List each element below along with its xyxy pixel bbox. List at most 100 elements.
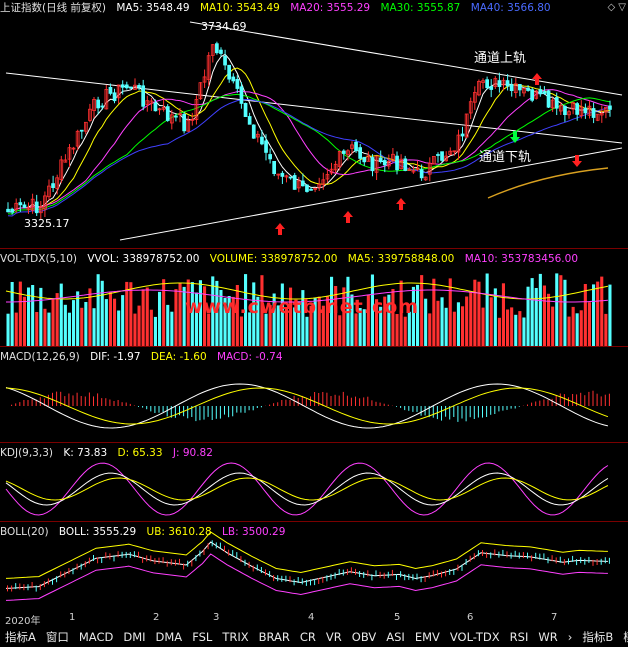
candle-body [305,184,309,192]
volume-bar [27,287,31,346]
macd-chart[interactable] [0,349,628,442]
tab-dmi[interactable]: DMI [123,630,146,644]
tab-template[interactable]: 模 [618,628,628,647]
candle-body [587,105,592,116]
ma-line [7,98,611,217]
macd-bar [461,406,463,419]
tab-vol-tdx[interactable]: VOL-TDX [449,630,500,644]
tab-trix[interactable]: TRIX [222,630,249,644]
candle-body [108,87,113,94]
candle-body [79,129,84,132]
tab-fsl[interactable]: FSL [192,630,213,644]
macd-bar [371,400,373,406]
volume-legend: VOL-TDX(5,10) VVOL: 338978752.00 VOLUME:… [0,251,628,267]
candle-body [530,89,535,101]
macd-bar [428,406,430,418]
tab-more-arrow[interactable]: › [567,630,573,644]
kline-chart[interactable] [0,0,628,248]
macd-bar [379,402,381,406]
volume-bar [108,291,112,346]
candle-body [22,204,27,208]
candle-body [489,86,494,90]
candle-body [485,79,490,88]
macd-bar [273,403,275,406]
volume-bar [141,289,145,346]
low-price-label: 3325.17 [24,217,70,230]
tab-cr[interactable]: CR [299,630,316,644]
tab-indicator-a[interactable]: 指标A [5,630,36,644]
macd-bar [592,390,594,406]
macd-bar [232,406,234,417]
tab-obv[interactable]: OBV [351,630,377,644]
macd-bar [43,398,45,406]
candle-body [223,55,227,66]
j-line [5,462,609,516]
d-line [5,477,609,501]
macd-bar [453,406,455,417]
boll-panel[interactable]: BOLL(20) BOLL: 3555.29 UB: 3610.28 LB: 3… [0,524,628,612]
tab-dma[interactable]: DMA [155,630,183,644]
volume-bar [92,308,96,346]
tab-asi[interactable]: ASI [386,630,405,644]
macd-bar [359,398,361,406]
volume-bar [501,283,505,346]
candle-body [43,195,47,210]
macd-bar [219,406,221,419]
candle-body [190,119,195,121]
volume-bar [571,306,575,346]
candle-body [395,155,399,171]
candle-body [567,111,571,116]
macd-bar [23,400,25,406]
volume-bar [252,282,256,346]
tab-wr[interactable]: WR [538,630,558,644]
macd-bar [363,397,365,406]
boll-chart[interactable] [0,524,628,612]
candle-body [579,106,584,116]
tab-emv[interactable]: EMV [414,630,440,644]
candle-body [84,121,88,132]
kdj-chart[interactable] [0,445,628,521]
macd-bar [199,406,201,421]
candle-body [268,154,273,160]
boll-legend: BOLL(20) BOLL: 3555.29 UB: 3610.28 LB: 3… [0,524,628,540]
macd-bar [600,396,602,406]
kdj-panel[interactable]: KDJ(9,3,3) K: 73.83 D: 65.33 J: 90.82 [0,445,628,521]
boll-mid-line [5,541,608,589]
candle-body [100,105,105,108]
macd-bar [68,393,70,406]
volume-bar [39,287,43,346]
macd-bar [207,406,209,417]
tab-brar[interactable]: BRAR [258,630,290,644]
tab-indicator-b[interactable]: 指标B [582,630,614,644]
kline-panel[interactable]: 上证指数(日线 前复权) MA5: 3548.49 MA10: 3543.49 … [0,0,628,248]
volume-chart[interactable] [0,251,628,346]
candle-body [251,124,256,139]
candle-body [149,100,154,104]
macd-bar [97,393,99,406]
volume-bar [219,290,223,346]
candle-body [411,170,416,173]
macd-bar [93,396,94,406]
volume-bar [117,310,121,346]
volume-bar [313,298,317,346]
volume-bar [153,316,157,346]
volume-bar [346,276,350,346]
tab-macd[interactable]: MACD [78,630,114,644]
macd-panel[interactable]: MACD(12,26,9) DIF: -1.97 DEA: -1.60 MACD… [0,349,628,442]
macd-bar [334,394,336,406]
tab-rsi[interactable]: RSI [509,630,529,644]
macd-bar [146,406,148,410]
macd-bar [191,406,193,417]
macd-legend: MACD(12,26,9) DIF: -1.97 DEA: -1.60 MACD… [0,349,628,365]
candle-body [534,90,539,99]
volume-bar [182,286,186,346]
volume-bar [248,312,252,346]
ma-line-long [487,167,609,199]
volume-bar [510,307,514,346]
volume-bar [203,286,207,346]
tab-vr[interactable]: VR [325,630,342,644]
volume-panel[interactable]: VOL-TDX(5,10) VVOL: 338978752.00 VOLUME:… [0,251,628,346]
tab-window[interactable]: 窗口 [45,630,69,644]
candle-body [255,133,260,138]
window-controls-icon[interactable]: ◇ ▽ [607,2,626,13]
